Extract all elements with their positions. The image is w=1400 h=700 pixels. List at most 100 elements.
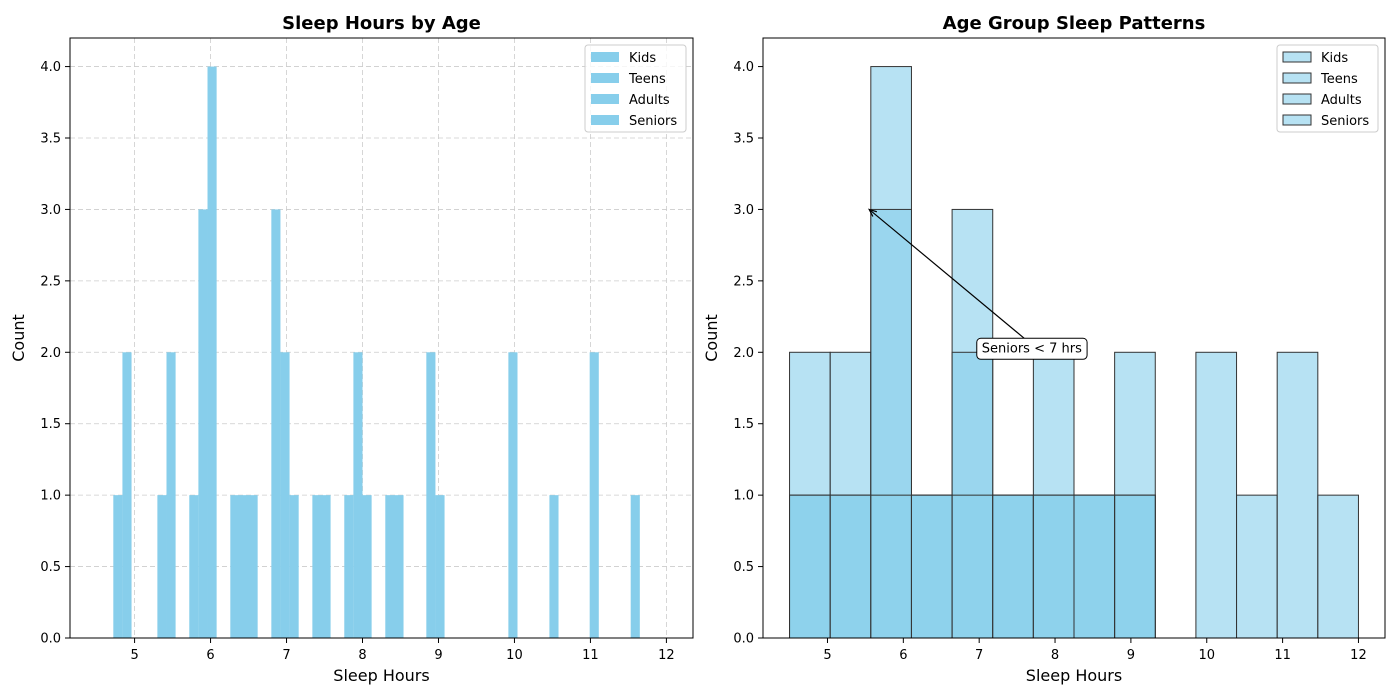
histogram-bar [207,66,217,639]
y-tick-label: 2.5 [733,274,754,289]
legend-swatch [1282,72,1312,84]
histogram-bar [1236,494,1278,639]
legend-label: Kids [1321,51,1348,66]
y-tick-label: 3.5 [40,132,61,147]
histogram-bar [166,352,176,638]
legend: Kids Teens Adults Seniors [584,44,687,133]
y-tick-label: 3.0 [733,203,754,218]
chart-age-group-sleep-patterns: Seniors < 7 hrs 5 6 7 8 9 10 11 12 0.0 0.5 1.0 1.5… [702,13,1386,685]
x-tick-label: 6 [206,648,214,663]
y-tick-label: 1.0 [733,489,754,504]
x-tick-label: 5 [130,648,138,663]
legend-box [1276,44,1379,133]
histogram-bar [951,494,994,639]
x-axis-label: Sleep Hours [333,666,429,685]
legend-label: Kids [629,51,656,66]
y-tick-label: 1.5 [733,417,754,432]
histogram-bar [385,495,404,638]
y-tick-label: 2.5 [40,274,61,289]
histogram-bar [1276,351,1319,639]
x-axis-ticks: 5 6 7 8 9 10 11 12 [823,638,1367,663]
histogram-bar [1032,494,1075,639]
histogram-bar [189,495,199,638]
y-tick-label: 1.5 [40,417,61,432]
y-axis-label: Count [9,314,28,362]
x-tick-label: 8 [358,648,366,663]
legend-swatch [591,94,619,104]
legend-swatch [591,115,619,125]
y-tick-label: 3.0 [40,203,61,218]
plot-frame [762,37,1386,639]
histogram-bar [289,495,299,638]
legend-label: Teens [1320,72,1358,87]
y-tick-label: 0.0 [40,632,61,647]
legend-label: Adults [1321,93,1362,108]
annotation-arrow-line [868,208,1025,339]
x-tick-label: 5 [823,648,831,663]
y-tick-label: 0.0 [733,632,754,647]
histogram-bar [992,494,1034,639]
histogram-bar [426,352,436,638]
y-tick-label: 1.0 [40,489,61,504]
x-tick-label: 12 [658,648,675,663]
x-tick-label: 9 [434,648,442,663]
legend-label: Teens [628,72,666,87]
y-tick-label: 4.0 [40,60,61,75]
histogram-bar [230,495,258,638]
legend-label: Seniors [629,114,677,129]
plot-frame [69,37,694,639]
y-tick-label: 0.5 [733,560,754,575]
histogram-bar [312,495,331,638]
legend-box [584,44,687,133]
y-tick-label: 3.5 [733,132,754,147]
x-tick-label: 10 [1198,648,1215,663]
histogram-bar [122,352,132,638]
histogram-bars [789,66,1359,639]
histogram-bar [1195,351,1238,639]
histogram-bar [829,494,872,639]
legend-swatch [1282,114,1312,126]
x-tick-label: 8 [1051,648,1059,663]
annotation: Seniors < 7 hrs [868,208,1088,360]
legend-label: Adults [629,93,670,108]
histogram-bars [113,66,640,639]
y-axis-ticks: 0.0 0.5 1.0 1.5 2.0 2.5 3.0 3.5 4.0 [733,60,763,647]
x-tick-label: 7 [282,648,290,663]
histogram-bar [870,494,912,639]
x-tick-label: 6 [899,648,907,663]
histogram-bar [353,352,363,638]
histogram-bar [789,494,831,639]
histogram-bar [1073,494,1116,639]
y-axis-label: Count [702,314,721,362]
chart-sleep-hours-by-age: 5 6 7 8 9 10 11 12 0.00.51.01.52.02.53.03.54.0 … [9,13,694,685]
x-axis-ticks: 5 6 7 8 9 10 11 12 [130,638,675,663]
histogram-bar [910,494,953,639]
histogram-bar [113,495,123,638]
histogram-bar [508,352,518,638]
chart-title: Sleep Hours by Age [282,13,481,34]
legend-label: Seniors [1321,114,1369,129]
histogram-bar [589,352,599,638]
chart-title: Age Group Sleep Patterns [943,13,1206,34]
y-tick-label: 0.5 [40,560,61,575]
legend-swatch [1282,51,1312,63]
histogram-bar [1317,494,1359,639]
histogram-bar [435,495,445,638]
histogram-bar [198,209,208,638]
x-tick-label: 10 [506,648,523,663]
x-tick-label: 11 [1274,648,1291,663]
histogram-bar [280,352,290,638]
x-tick-label: 12 [1350,648,1367,663]
histogram-bar [271,209,281,638]
y-axis-ticks: 0.0 0.5 1.0 1.5 2.0 2.5 3.0 3.5 4.0 [40,60,70,647]
annotation-text: Seniors < 7 hrs [982,341,1082,356]
x-tick-label: 9 [1127,648,1135,663]
histogram-bar [549,495,559,638]
y-tick-label: 2.0 [733,346,754,361]
histogram-bar [630,495,640,638]
legend-swatch [591,52,619,62]
annotation-box [976,337,1088,360]
y-tick-label: 4.0 [733,60,754,75]
x-tick-label: 11 [582,648,599,663]
